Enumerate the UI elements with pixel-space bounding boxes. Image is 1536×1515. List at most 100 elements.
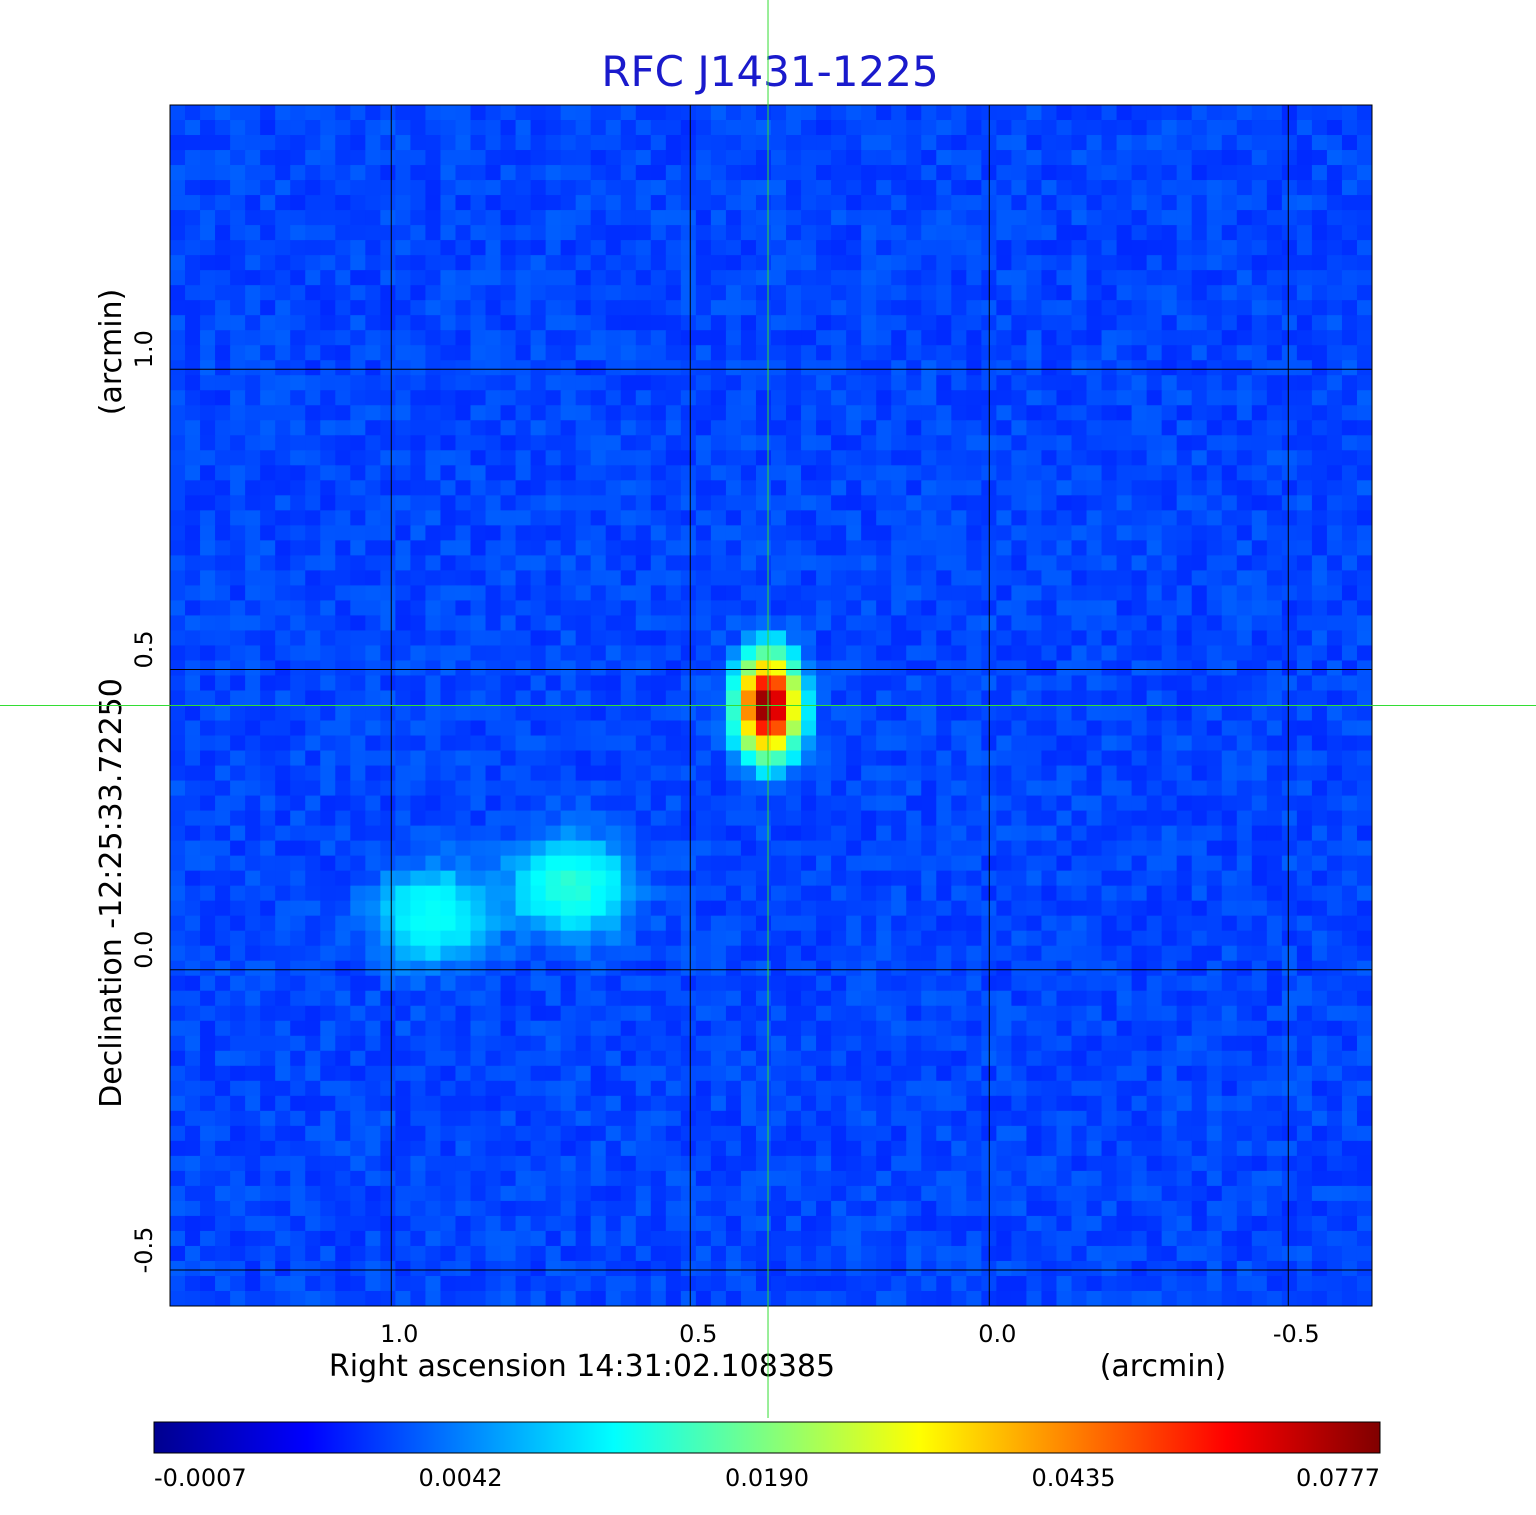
- heatmap-cell: [395, 360, 412, 376]
- heatmap-cell: [1236, 570, 1253, 586]
- heatmap-cell: [470, 285, 487, 301]
- heatmap-cell: [1356, 195, 1372, 211]
- heatmap-cell: [395, 210, 412, 226]
- heatmap-cell: [305, 690, 321, 707]
- heatmap-cell: [1146, 960, 1163, 977]
- heatmap-cell: [1026, 135, 1043, 151]
- heatmap-cell: [1191, 390, 1208, 406]
- heatmap-cell: [710, 225, 727, 241]
- heatmap-cell: [305, 525, 321, 541]
- heatmap-cell: [786, 765, 802, 782]
- heatmap-cell: [1311, 345, 1328, 361]
- heatmap-cell: [1296, 630, 1313, 647]
- heatmap-cell: [650, 495, 667, 511]
- heatmap-cell: [695, 420, 712, 436]
- heatmap-cell: [1071, 795, 1088, 812]
- heatmap-cell: [275, 120, 291, 136]
- heatmap-cell: [1146, 510, 1163, 526]
- heatmap-cell: [680, 390, 697, 406]
- heatmap-cell: [1116, 195, 1133, 211]
- heatmap-cell: [1176, 930, 1193, 947]
- heatmap-cell: [951, 960, 967, 977]
- heatmap-cell: [620, 585, 637, 602]
- heatmap-cell: [545, 645, 562, 662]
- heatmap-cell: [951, 585, 967, 602]
- heatmap-cell: [695, 735, 712, 752]
- heatmap-cell: [1251, 975, 1268, 992]
- heatmap-cell: [440, 450, 457, 466]
- heatmap-cell: [1176, 975, 1193, 992]
- heatmap-cell: [1056, 765, 1073, 782]
- heatmap-cell: [335, 900, 351, 917]
- heatmap-cell: [470, 555, 487, 571]
- heatmap-cell: [185, 795, 201, 812]
- heatmap-cell: [665, 525, 682, 541]
- heatmap-cell: [695, 180, 712, 196]
- heatmap-cell: [1281, 960, 1298, 977]
- heatmap-cell: [891, 420, 907, 436]
- heatmap-cell: [170, 195, 186, 211]
- heatmap-cell: [710, 795, 727, 812]
- heatmap-cell: [335, 735, 351, 752]
- heatmap-cell: [695, 435, 712, 451]
- heatmap-cell: [771, 915, 787, 932]
- heatmap-cell: [1341, 165, 1358, 181]
- heatmap-cell: [410, 630, 427, 647]
- heatmap-cell: [485, 405, 502, 421]
- heatmap-cell: [275, 165, 291, 181]
- heatmap-cell: [801, 660, 817, 677]
- heatmap-cell: [575, 585, 592, 602]
- heatmap-cell: [575, 915, 592, 932]
- heatmap-cell: [1296, 990, 1313, 1007]
- heatmap-cell: [350, 555, 366, 571]
- heatmap-cell: [185, 660, 201, 677]
- heatmap-cell: [470, 1020, 487, 1037]
- heatmap-cell: [951, 105, 967, 121]
- heatmap-cell: [1056, 690, 1073, 707]
- heatmap-cell: [1356, 240, 1372, 256]
- heatmap-cell: [936, 795, 952, 812]
- heatmap-cell: [590, 330, 607, 346]
- heatmap-cell: [1251, 705, 1268, 722]
- heatmap-cell: [605, 750, 622, 767]
- heatmap-cell: [1236, 900, 1253, 917]
- heatmap-cell: [680, 555, 697, 571]
- heatmap-cell: [455, 180, 472, 196]
- heatmap-cell: [1131, 615, 1148, 632]
- heatmap-cell: [1041, 345, 1058, 361]
- heatmap-cell: [590, 495, 607, 511]
- heatmap-cell: [1146, 765, 1163, 782]
- heatmap-cell: [996, 1020, 1013, 1037]
- heatmap-cell: [921, 660, 937, 677]
- heatmap-cell: [500, 930, 517, 947]
- heatmap-cell: [725, 540, 742, 556]
- heatmap-cell: [1176, 645, 1193, 662]
- heatmap-cell: [230, 570, 246, 586]
- heatmap-cell: [440, 120, 457, 136]
- heatmap-cell: [440, 795, 457, 812]
- heatmap-cell: [1056, 750, 1073, 767]
- heatmap-cell: [260, 705, 276, 722]
- heatmap-cell: [215, 390, 231, 406]
- heatmap-cell: [395, 315, 412, 331]
- heatmap-cell: [1191, 1020, 1208, 1037]
- heatmap-cell: [921, 465, 937, 481]
- heatmap-cell: [485, 810, 502, 827]
- heatmap-cell: [365, 525, 381, 541]
- heatmap-cell: [470, 420, 487, 436]
- heatmap-cell: [1266, 315, 1283, 331]
- heatmap-cell: [906, 960, 922, 977]
- heatmap-cell: [755, 240, 772, 256]
- heatmap-cell: [335, 150, 351, 166]
- heatmap-cell: [515, 690, 532, 707]
- heatmap-cell: [921, 180, 937, 196]
- heatmap-cell: [1131, 135, 1148, 151]
- heatmap-cell: [951, 315, 967, 331]
- heatmap-cell: [725, 870, 742, 887]
- heatmap-cell: [1266, 840, 1283, 857]
- heatmap-cell: [1296, 420, 1313, 436]
- heatmap-cell: [1341, 435, 1358, 451]
- heatmap-cell: [921, 705, 937, 722]
- heatmap-cell: [455, 1035, 472, 1052]
- heatmap-cell: [1326, 900, 1343, 917]
